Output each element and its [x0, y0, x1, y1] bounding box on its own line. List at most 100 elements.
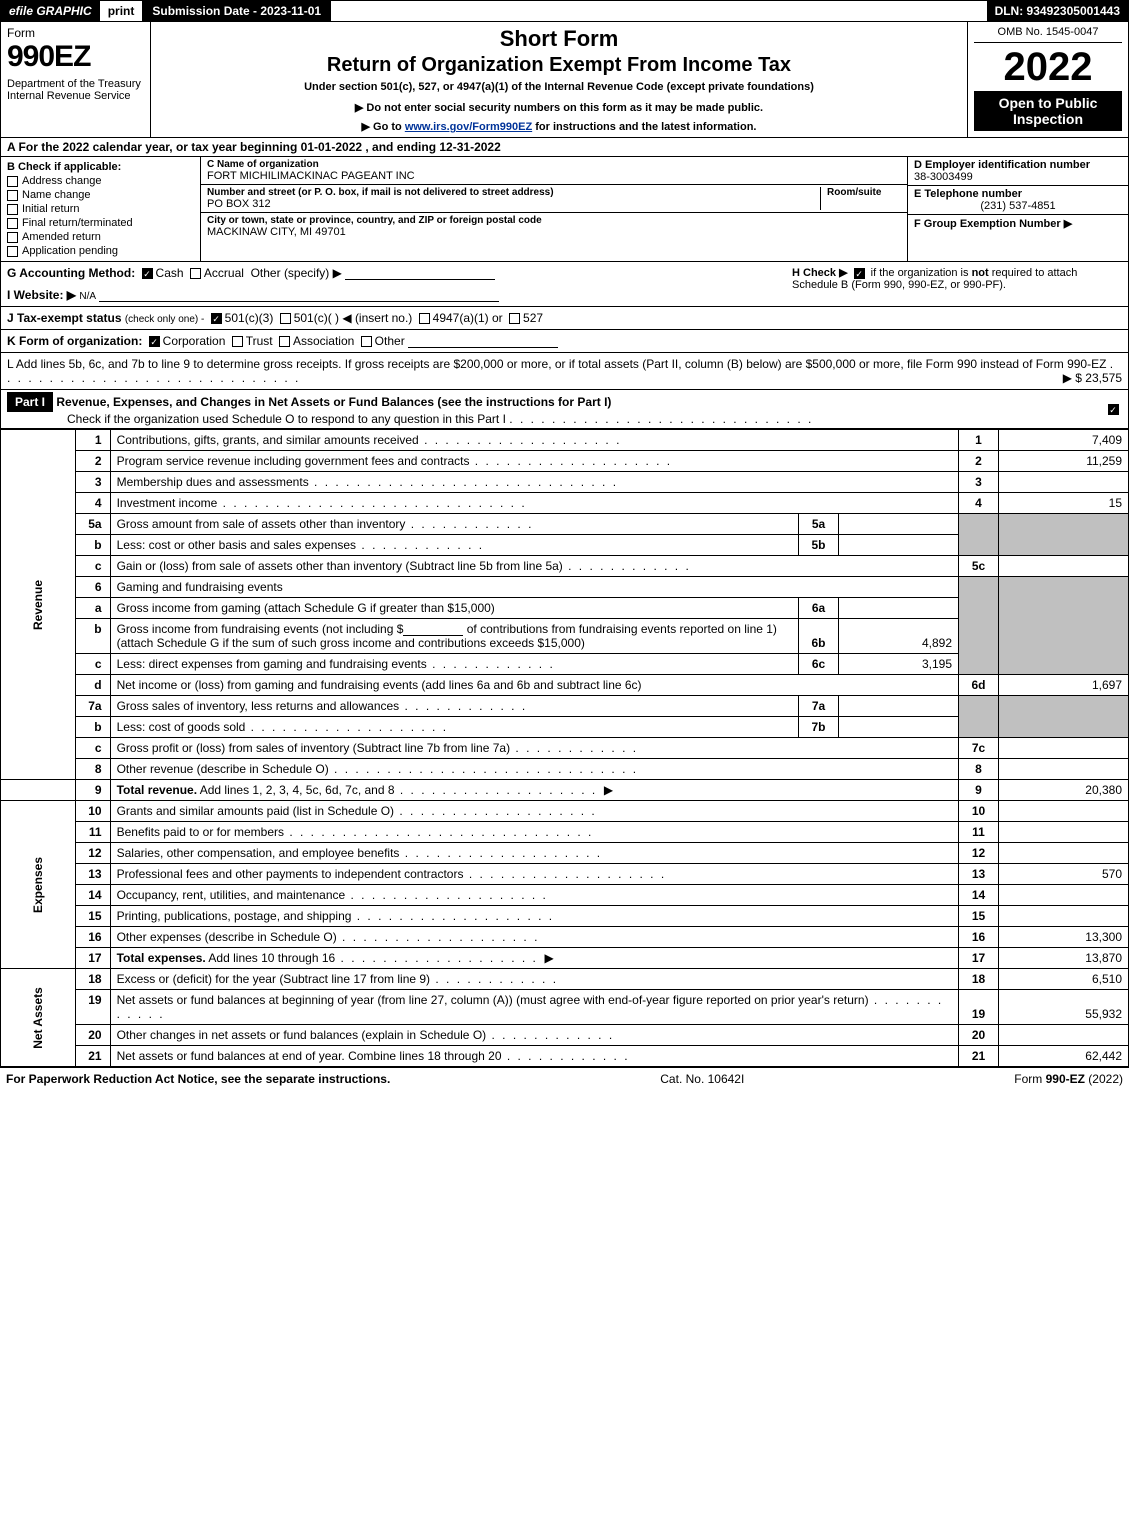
line-desc: Total expenses. Add lines 10 through 16 …	[110, 948, 958, 969]
chk-name-change[interactable]: Name change	[7, 189, 194, 201]
chk-501c[interactable]	[280, 313, 291, 324]
line-desc: Professional fees and other payments to …	[110, 864, 958, 885]
chk-label: Name change	[22, 189, 91, 201]
print-button[interactable]: print	[100, 1, 143, 21]
other-input[interactable]	[345, 266, 495, 280]
line-num: 3	[75, 472, 110, 493]
chk-corporation[interactable]	[149, 336, 160, 347]
phone-cell: E Telephone number (231) 537-4851	[908, 186, 1128, 215]
box-num: 21	[959, 1046, 999, 1067]
line-desc: Other changes in net assets or fund bala…	[110, 1025, 958, 1046]
chk-501c3[interactable]	[211, 313, 222, 324]
website-input[interactable]	[99, 288, 499, 302]
ssn-note: ▶ Do not enter social security numbers o…	[157, 101, 961, 114]
other-org-input[interactable]	[408, 334, 558, 348]
box-val: 15	[999, 493, 1129, 514]
line-num: d	[75, 675, 110, 696]
section-h: H Check ▶ if the organization is not req…	[792, 266, 1122, 302]
group-cell: F Group Exemption Number ▶	[908, 215, 1128, 232]
dots	[509, 412, 813, 426]
chk-other-org[interactable]	[361, 336, 372, 347]
line-num: a	[75, 598, 110, 619]
box-num: 2	[959, 451, 999, 472]
line-num: c	[75, 556, 110, 577]
box-num: 4	[959, 493, 999, 514]
chk-4947[interactable]	[419, 313, 430, 324]
checkbox-icon	[7, 232, 18, 243]
box-val: 13,300	[999, 927, 1129, 948]
box-val	[999, 885, 1129, 906]
line-desc: Less: direct expenses from gaming and fu…	[110, 654, 798, 675]
chk-association[interactable]	[279, 336, 290, 347]
chk-initial-return[interactable]: Initial return	[7, 203, 194, 215]
line-desc: Net income or (loss) from gaming and fun…	[110, 675, 958, 696]
box-val	[999, 801, 1129, 822]
chk-final-return[interactable]: Final return/terminated	[7, 217, 194, 229]
table-row: Expenses 10 Grants and similar amounts p…	[1, 801, 1129, 822]
chk-address-change[interactable]: Address change	[7, 175, 194, 187]
line-desc: Printing, publications, postage, and shi…	[110, 906, 958, 927]
chk-cash[interactable]	[142, 268, 153, 279]
paperwork-notice: For Paperwork Reduction Act Notice, see …	[6, 1072, 390, 1086]
box-num: 8	[959, 759, 999, 780]
section-c: C Name of organization FORT MICHILIMACKI…	[201, 157, 908, 261]
shaded-cell	[959, 577, 999, 675]
website-note: ▶ Go to www.irs.gov/Form990EZ for instru…	[157, 120, 961, 133]
box-num: 16	[959, 927, 999, 948]
shaded-cell	[999, 514, 1129, 556]
city-value: MACKINAW CITY, MI 49701	[207, 226, 901, 238]
room-label: Room/suite	[827, 187, 901, 198]
line-desc: Grants and similar amounts paid (list in…	[110, 801, 958, 822]
part1-title: Revenue, Expenses, and Changes in Net As…	[56, 395, 611, 409]
box-num: 9	[959, 780, 999, 801]
box-num: 17	[959, 948, 999, 969]
line-num: 4	[75, 493, 110, 514]
table-row: 17 Total expenses. Add lines 10 through …	[1, 948, 1129, 969]
box-val	[999, 759, 1129, 780]
line-num: 20	[75, 1025, 110, 1046]
chk-amended-return[interactable]: Amended return	[7, 231, 194, 243]
box-val: 7,409	[999, 430, 1129, 451]
irs-link[interactable]: www.irs.gov/Form990EZ	[405, 121, 532, 133]
line-a: A For the 2022 calendar year, or tax yea…	[0, 138, 1129, 157]
dln-label: DLN: 93492305001443	[987, 1, 1128, 21]
box-val	[999, 556, 1129, 577]
table-row: 21 Net assets or fund balances at end of…	[1, 1046, 1129, 1067]
chk-application-pending[interactable]: Application pending	[7, 245, 194, 257]
line-desc: Gross income from fundraising events (no…	[110, 619, 798, 654]
box-val	[999, 738, 1129, 759]
l-text: L Add lines 5b, 6c, and 7b to line 9 to …	[7, 357, 1106, 371]
table-row: 11 Benefits paid to or for members 11	[1, 822, 1129, 843]
other-label: Other (specify) ▶	[251, 266, 342, 280]
street-cell: Number and street (or P. O. box, if mail…	[201, 185, 907, 213]
line-num: 1	[75, 430, 110, 451]
shaded-cell	[959, 696, 999, 738]
table-row: c Gross profit or (loss) from sales of i…	[1, 738, 1129, 759]
j-sub: (check only one) -	[125, 314, 204, 325]
sub-val	[839, 717, 959, 738]
line-desc: Gain or (loss) from sale of assets other…	[110, 556, 958, 577]
contrib-input[interactable]	[403, 622, 463, 636]
line-num: 7a	[75, 696, 110, 717]
line-desc: Less: cost or other basis and sales expe…	[110, 535, 798, 556]
chk-trust[interactable]	[232, 336, 243, 347]
chk-schedule-o[interactable]	[1108, 404, 1119, 415]
not-bold: not	[972, 267, 989, 279]
subtitle: Under section 501(c), 527, or 4947(a)(1)…	[157, 81, 961, 93]
table-row: Revenue 1 Contributions, gifts, grants, …	[1, 430, 1129, 451]
section-d: D Employer identification number 38-3003…	[908, 157, 1128, 261]
table-row: 3 Membership dues and assessments 3	[1, 472, 1129, 493]
form-header: Form 990EZ Department of the Treasury In…	[0, 22, 1129, 138]
chk-accrual[interactable]	[190, 268, 201, 279]
box-val	[999, 843, 1129, 864]
box-num: 12	[959, 843, 999, 864]
table-row: 8 Other revenue (describe in Schedule O)…	[1, 759, 1129, 780]
box-num: 14	[959, 885, 999, 906]
phone-label: E Telephone number	[914, 188, 1122, 200]
box-num: 20	[959, 1025, 999, 1046]
chk-schedule-b[interactable]	[854, 268, 865, 279]
chk-527[interactable]	[509, 313, 520, 324]
top-bar: efile GRAPHIC print Submission Date - 20…	[0, 0, 1129, 22]
line-num: 9	[75, 780, 110, 801]
form-label: Form	[7, 26, 144, 40]
